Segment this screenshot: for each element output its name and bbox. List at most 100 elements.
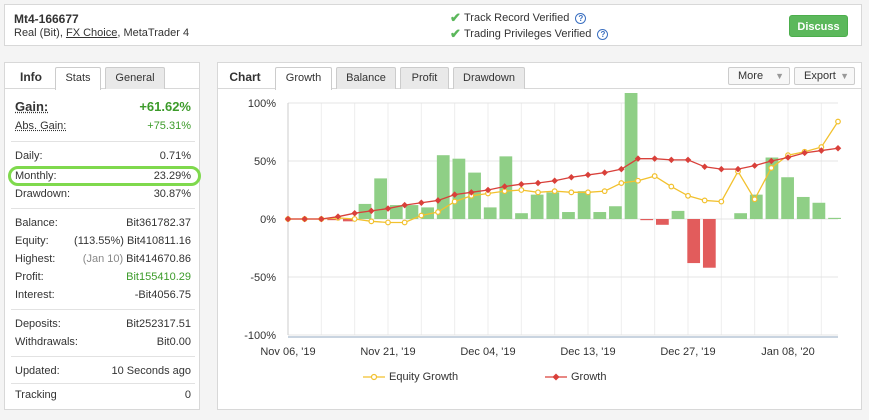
divider bbox=[11, 141, 195, 142]
growth-point bbox=[551, 177, 558, 184]
y-tick-label: -50% bbox=[250, 272, 276, 284]
chart-panel: Chart Growth Balance Profit Drawdown Mor… bbox=[217, 62, 862, 410]
divider bbox=[11, 383, 195, 384]
y-tick-label: -100% bbox=[244, 330, 276, 342]
growth-point bbox=[318, 215, 325, 223]
equity-growth-point bbox=[451, 198, 458, 205]
withdrawals-row: Withdrawals: Bit0.00 bbox=[15, 336, 191, 348]
stats-panel: Info Stats General Gain: +61.62% Abs. Ga… bbox=[4, 62, 201, 410]
tracking-row: Tracking 0 bbox=[15, 389, 191, 401]
bar bbox=[671, 210, 685, 219]
equity-percent: (113.55%) bbox=[74, 235, 124, 247]
platform-name: , MetaTrader 4 bbox=[117, 27, 190, 39]
growth-point bbox=[301, 215, 308, 223]
equity-growth-point bbox=[668, 183, 675, 190]
divider bbox=[11, 356, 195, 357]
growth-point bbox=[534, 179, 542, 187]
growth-point bbox=[684, 156, 692, 164]
profit-row: Profit: Bit155410.29 bbox=[15, 271, 191, 283]
bar bbox=[640, 219, 654, 221]
tab-info[interactable]: Info bbox=[20, 70, 42, 84]
growth-point bbox=[584, 171, 592, 179]
account-header: Mt4-166677 Real (Bit), FX Choice, MetaTr… bbox=[4, 4, 862, 46]
daily-value: 0.71% bbox=[159, 150, 191, 162]
growth-point bbox=[334, 213, 342, 220]
help-icon[interactable]: ? bbox=[575, 12, 587, 24]
bar bbox=[796, 196, 810, 219]
growth-point bbox=[284, 215, 292, 223]
help-icon[interactable]: ? bbox=[597, 28, 609, 40]
highest-date: (Jan 10) bbox=[82, 253, 124, 265]
tab-profit[interactable]: Profit bbox=[400, 67, 449, 89]
growth-point bbox=[468, 189, 475, 196]
growth-point bbox=[568, 173, 575, 181]
account-subtitle: Real (Bit), FX Choice, MetaTrader 4 bbox=[14, 27, 189, 39]
equity-growth-point bbox=[651, 173, 658, 179]
legend-equity-growth[interactable]: Equity Growth bbox=[363, 371, 458, 383]
deposits-row: Deposits: Bit252317.51 bbox=[15, 318, 191, 330]
equity-growth-point bbox=[685, 192, 691, 199]
broker-link[interactable]: FX Choice bbox=[65, 27, 118, 39]
tab-general[interactable]: General bbox=[105, 67, 165, 89]
tab-stats[interactable]: Stats bbox=[55, 67, 101, 90]
bar bbox=[342, 219, 356, 222]
updated-value: 10 Seconds ago bbox=[111, 365, 191, 377]
equity-growth-point bbox=[401, 219, 408, 226]
bar bbox=[609, 206, 622, 219]
growth-point bbox=[718, 165, 725, 173]
legend-label-equity: Equity Growth bbox=[389, 371, 459, 383]
growth-legend-marker bbox=[545, 373, 567, 381]
bar bbox=[452, 158, 466, 219]
growth-point bbox=[834, 144, 842, 152]
updated-row: Updated: 10 Seconds ago bbox=[15, 365, 191, 377]
growth-point bbox=[384, 205, 392, 212]
tab-drawdown[interactable]: Drawdown bbox=[453, 67, 525, 89]
bar bbox=[436, 155, 450, 219]
equity-growth-point bbox=[835, 118, 841, 125]
bar bbox=[812, 202, 826, 219]
equity-legend-marker bbox=[363, 373, 385, 381]
more-dropdown[interactable]: More ▼ bbox=[728, 67, 790, 85]
equity-growth-point bbox=[535, 189, 541, 196]
tab-growth[interactable]: Growth bbox=[275, 67, 332, 90]
x-tick-label: Dec 04, '19 bbox=[460, 346, 515, 358]
discuss-button[interactable]: Discuss bbox=[789, 15, 848, 37]
equity-growth-point bbox=[351, 216, 358, 222]
chart-tabs: Chart Growth Balance Profit Drawdown Mor… bbox=[218, 63, 861, 90]
bar bbox=[405, 205, 419, 219]
x-tick-label: Dec 13, '19 bbox=[560, 346, 615, 358]
deposits-label: Deposits: bbox=[15, 318, 61, 330]
y-tick-label: 50% bbox=[254, 156, 276, 168]
equity-growth-point bbox=[751, 196, 758, 203]
growth-point bbox=[701, 163, 708, 171]
daily-label: Daily: bbox=[15, 150, 43, 162]
tab-balance[interactable]: Balance bbox=[336, 67, 396, 89]
chevron-down-icon: ▼ bbox=[840, 71, 849, 81]
equity-growth-point bbox=[385, 219, 391, 226]
bar bbox=[546, 192, 560, 219]
bar bbox=[593, 212, 607, 219]
equity-growth-point bbox=[601, 188, 608, 195]
bar bbox=[530, 194, 544, 219]
export-dropdown[interactable]: Export ▼ bbox=[794, 67, 855, 85]
withdrawals-value: Bit0.00 bbox=[156, 336, 191, 348]
account-title: Mt4-166677 bbox=[14, 12, 79, 26]
bar bbox=[828, 217, 841, 219]
growth-point bbox=[418, 199, 425, 207]
drawdown-value: 30.87% bbox=[153, 188, 191, 200]
chevron-down-icon: ▼ bbox=[775, 71, 784, 81]
equity-growth-point bbox=[518, 187, 525, 193]
monthly-label: Monthly: bbox=[15, 170, 57, 182]
bar bbox=[389, 205, 403, 219]
legend-growth[interactable]: Growth bbox=[545, 371, 606, 383]
gain-value: +61.62% bbox=[139, 99, 191, 114]
tracking-value: 0 bbox=[184, 389, 191, 401]
highest-value: Bit414670.86 bbox=[126, 253, 191, 265]
abs-gain-value: +75.31% bbox=[147, 120, 191, 132]
abs-gain-label: Abs. Gain: bbox=[15, 120, 67, 132]
bar bbox=[483, 207, 497, 219]
deposits-value: Bit252317.51 bbox=[126, 318, 191, 330]
growth-point bbox=[351, 209, 358, 217]
growth-chart: 100% 50% 0% -50% -100% Nov 06, '19 Nov 21, '19… bbox=[244, 93, 842, 358]
equity-row: Equity: (113.55%) Bit410811.16 bbox=[15, 235, 191, 247]
